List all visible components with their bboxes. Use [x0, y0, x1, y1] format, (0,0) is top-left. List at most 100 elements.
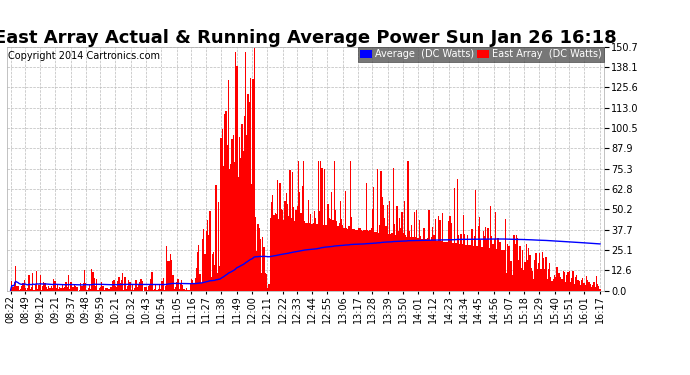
Bar [133, 290, 135, 291]
Bar [254, 48, 255, 291]
Bar [218, 202, 219, 291]
Bar [272, 195, 273, 291]
Bar [550, 277, 551, 291]
Bar [297, 206, 298, 291]
Bar [440, 220, 441, 291]
Bar [10, 290, 11, 291]
Bar [137, 287, 138, 291]
Bar [582, 278, 584, 291]
Bar [239, 137, 240, 291]
Bar [161, 281, 163, 291]
Bar [192, 280, 193, 291]
Bar [15, 266, 16, 291]
Bar [526, 244, 527, 291]
Bar [286, 193, 287, 291]
Bar [395, 235, 396, 291]
Bar [248, 102, 250, 291]
Bar [408, 231, 410, 291]
Bar [600, 289, 601, 291]
Bar [300, 213, 302, 291]
Bar [437, 241, 438, 291]
Bar [170, 255, 171, 291]
Bar [229, 169, 230, 291]
Bar [535, 253, 537, 291]
Bar [460, 234, 462, 291]
Bar [113, 280, 115, 291]
Bar [592, 285, 593, 291]
Bar [353, 230, 355, 291]
Bar [266, 274, 267, 291]
Bar [128, 280, 129, 291]
Bar [195, 278, 196, 291]
Bar [107, 288, 108, 291]
Bar [206, 231, 207, 291]
Bar [30, 289, 31, 291]
Bar [477, 226, 479, 291]
Bar [475, 190, 476, 291]
Bar [108, 290, 110, 291]
Bar [444, 242, 446, 291]
Bar [337, 226, 339, 291]
Bar [453, 243, 454, 291]
Bar [85, 283, 86, 291]
Bar [270, 218, 271, 291]
Bar [397, 231, 399, 291]
Bar [38, 285, 39, 291]
Bar [382, 197, 383, 291]
Bar [32, 273, 33, 291]
Bar [256, 251, 257, 291]
Bar [551, 281, 553, 291]
Bar [28, 275, 30, 291]
Bar [283, 220, 284, 291]
Bar [466, 235, 468, 291]
Bar [105, 288, 106, 291]
Bar [410, 237, 411, 291]
Bar [260, 239, 261, 291]
Bar [471, 229, 473, 291]
Bar [168, 261, 169, 291]
Bar [341, 219, 342, 291]
Bar [512, 275, 513, 291]
Bar [63, 288, 64, 291]
Bar [166, 246, 168, 291]
Bar [231, 139, 233, 291]
Bar [473, 246, 474, 291]
Bar [549, 263, 550, 291]
Bar [560, 277, 561, 291]
Bar [533, 279, 534, 291]
Bar [41, 290, 42, 291]
Bar [169, 261, 170, 291]
Bar [482, 231, 484, 291]
Bar [522, 250, 523, 291]
Bar [115, 286, 116, 291]
Bar [405, 235, 406, 291]
Bar [350, 161, 351, 291]
Bar [368, 231, 369, 291]
Bar [303, 161, 304, 291]
Bar [193, 284, 195, 291]
Bar [157, 289, 159, 291]
Bar [223, 166, 224, 291]
Bar [79, 290, 80, 291]
Bar [61, 284, 63, 291]
Bar [591, 287, 592, 291]
Bar [152, 290, 154, 291]
Bar [436, 241, 437, 291]
Bar [112, 281, 113, 291]
Bar [220, 138, 221, 291]
Bar [292, 172, 293, 291]
Bar [75, 286, 77, 291]
Bar [589, 284, 591, 291]
Bar [576, 276, 578, 291]
Bar [539, 253, 540, 291]
Bar [462, 244, 463, 291]
Bar [465, 245, 466, 291]
Bar [119, 284, 121, 291]
Bar [371, 228, 372, 291]
Bar [224, 114, 226, 291]
Bar [459, 244, 460, 291]
Bar [366, 183, 367, 291]
Bar [510, 261, 511, 291]
Bar [345, 191, 346, 291]
Bar [95, 286, 96, 291]
